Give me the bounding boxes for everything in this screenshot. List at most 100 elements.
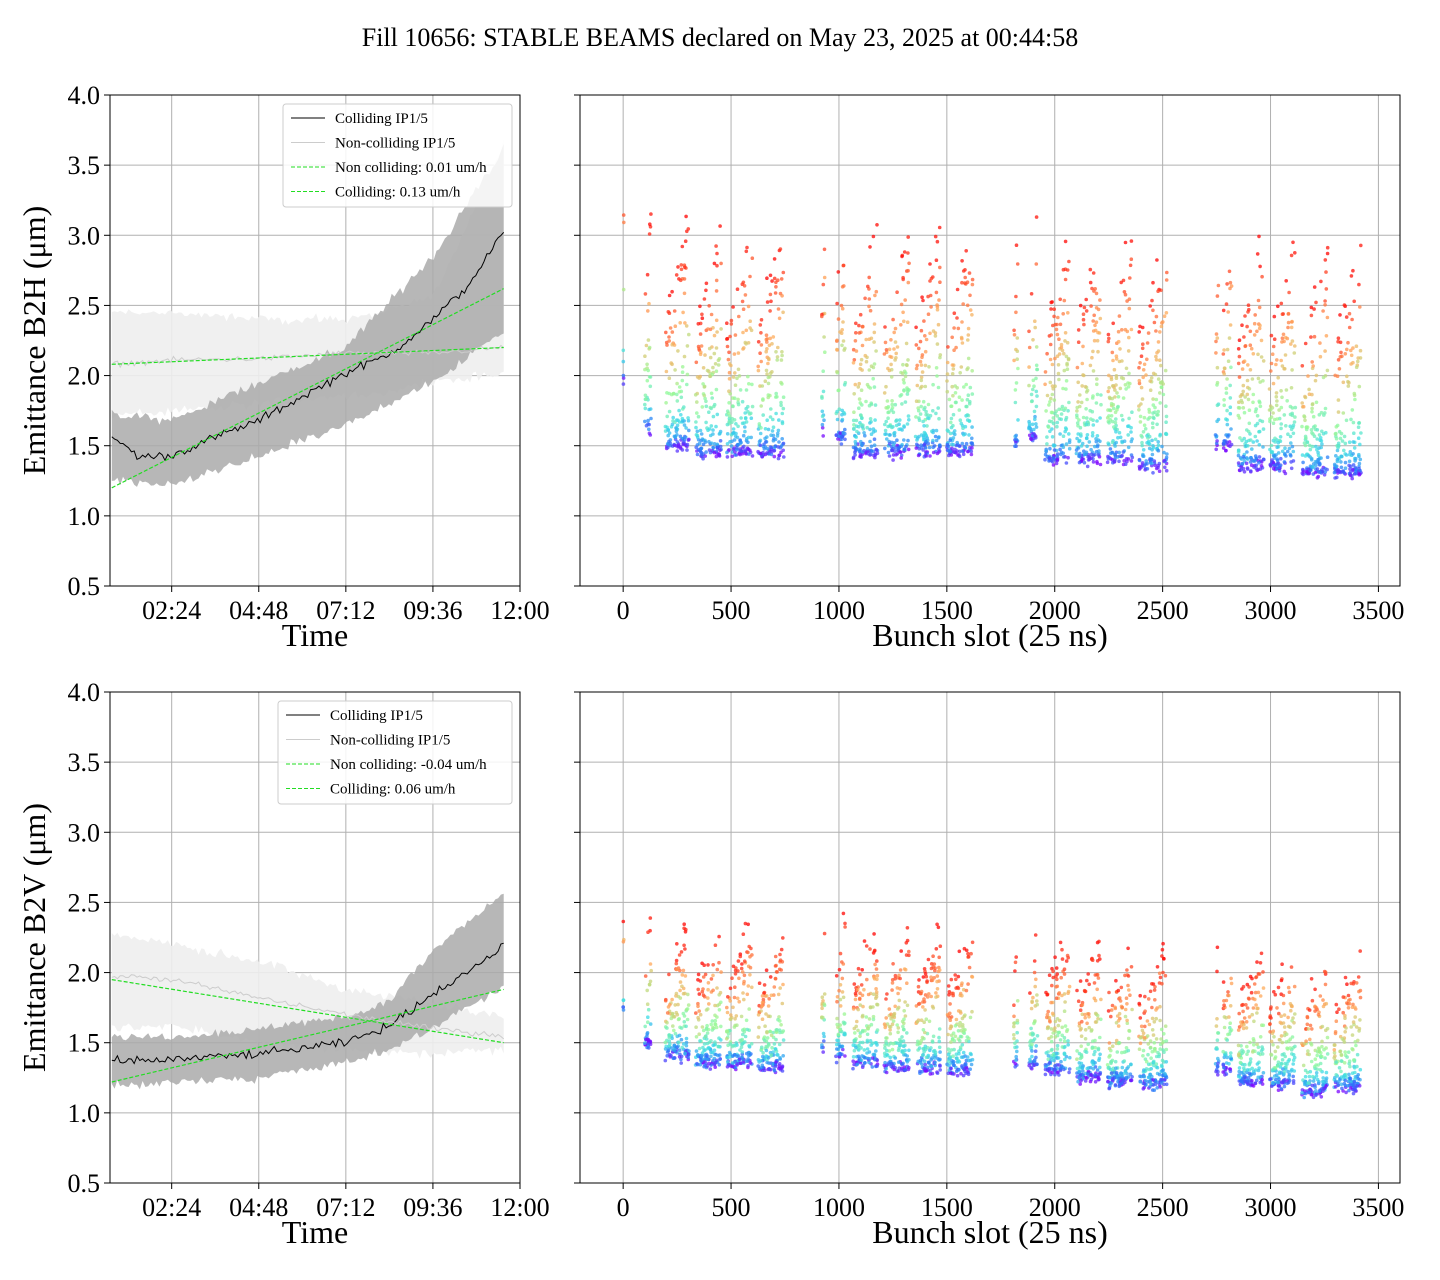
scatter-point	[1126, 385, 1131, 389]
scatter-point	[1088, 1079, 1093, 1084]
scatter-point	[685, 382, 689, 387]
scatter-point	[746, 435, 751, 440]
scatter-point	[1095, 338, 1100, 343]
scatter-point	[1336, 469, 1341, 474]
scatter-point	[1300, 424, 1304, 429]
scatter-point	[781, 1054, 785, 1058]
scatter-point	[711, 365, 715, 370]
scatter-point	[709, 441, 714, 446]
axes-frame	[109, 691, 521, 1184]
scatter-point	[914, 366, 919, 371]
scatter-point	[777, 453, 782, 458]
scatter-point	[1323, 466, 1327, 471]
scatter-point	[1224, 302, 1229, 306]
scatter-point	[950, 446, 954, 451]
scatter-point	[1357, 452, 1361, 457]
scatter-point	[938, 1050, 942, 1054]
scatter-point	[1066, 409, 1070, 413]
scatter-point	[1076, 380, 1080, 385]
scatter-point	[872, 340, 876, 344]
scatter-point	[960, 398, 964, 402]
scatter-point	[1255, 252, 1260, 256]
scatter-point	[1337, 429, 1342, 434]
scatter-point	[1314, 373, 1319, 378]
scatter-point	[1323, 258, 1328, 262]
scatter-point	[1118, 435, 1123, 440]
scatter-point	[770, 342, 774, 346]
scatter-point	[1098, 439, 1102, 444]
scatter-point	[1158, 391, 1162, 395]
scatter-point	[778, 958, 783, 962]
scatter-point	[1301, 404, 1306, 409]
scatter-point	[700, 437, 705, 441]
scatter-point	[1289, 441, 1293, 445]
scatter-point	[757, 1067, 762, 1071]
scatter-point	[699, 344, 704, 348]
scatter-point	[1048, 1069, 1052, 1074]
scatter-point	[894, 423, 899, 428]
scatter-point	[1075, 988, 1079, 993]
scatter-point	[1215, 1017, 1219, 1021]
scatter-point	[1157, 1072, 1162, 1077]
scatter-point	[852, 392, 856, 396]
scatter-point	[1110, 1076, 1115, 1081]
scatter-point	[700, 989, 705, 994]
scatter-point	[1087, 440, 1092, 444]
scatter-point	[735, 287, 740, 292]
scatter-point	[1150, 1049, 1155, 1054]
scatter-point	[1307, 387, 1311, 392]
scatter-point	[646, 1020, 650, 1024]
scatter-point	[764, 1012, 768, 1016]
scatter-point	[682, 922, 686, 926]
scatter-point	[1156, 409, 1160, 414]
scatter-point	[675, 381, 679, 386]
scatter-point	[1310, 410, 1314, 414]
scatter-point	[927, 992, 931, 996]
scatter-point	[665, 1026, 669, 1030]
scatter-point	[970, 436, 974, 441]
scatter-point	[700, 316, 705, 321]
scatter-point	[1088, 267, 1093, 272]
scatter-point	[905, 422, 910, 426]
scatter-point	[771, 1050, 775, 1054]
scatter-point	[768, 975, 773, 979]
scatter-point	[840, 976, 845, 981]
scatter-point	[1086, 455, 1090, 459]
scatter-point	[677, 1048, 682, 1052]
scatter-point	[1119, 985, 1124, 990]
scatter-point	[1075, 1066, 1080, 1071]
scatter-point	[646, 418, 650, 423]
scatter-point	[1309, 313, 1314, 318]
scatter-point	[960, 280, 964, 285]
scatter-point	[895, 290, 899, 295]
scatter-point	[1098, 1052, 1102, 1057]
scatter-point	[749, 1042, 754, 1046]
x-axis-label: Time	[282, 617, 348, 653]
scatter-point	[687, 437, 691, 442]
scatter-point	[696, 322, 701, 326]
scatter-point	[837, 407, 842, 412]
scatter-point	[756, 1064, 760, 1068]
scatter-point	[919, 404, 923, 409]
scatter-point	[679, 413, 683, 417]
scatter-point	[1096, 349, 1100, 354]
scatter-point	[1222, 372, 1226, 376]
scatter-point	[853, 382, 858, 387]
scatter-point	[1116, 329, 1121, 334]
scatter-point	[1357, 384, 1362, 389]
scatter-point	[835, 301, 839, 306]
scatter-point	[749, 946, 753, 951]
scatter-point	[1279, 422, 1283, 426]
scatter-point	[947, 397, 952, 402]
scatter-point	[1096, 976, 1101, 980]
scatter-point	[1156, 440, 1160, 444]
scatter-point	[709, 1054, 713, 1059]
scatter-point	[1153, 463, 1157, 468]
scatter-point	[1077, 454, 1081, 459]
scatter-point	[895, 1023, 899, 1027]
scatter-point	[1030, 999, 1034, 1004]
scatter-point	[895, 438, 899, 443]
scatter-point	[1085, 397, 1089, 402]
scatter-point	[687, 428, 691, 433]
scatter-point	[731, 964, 736, 969]
